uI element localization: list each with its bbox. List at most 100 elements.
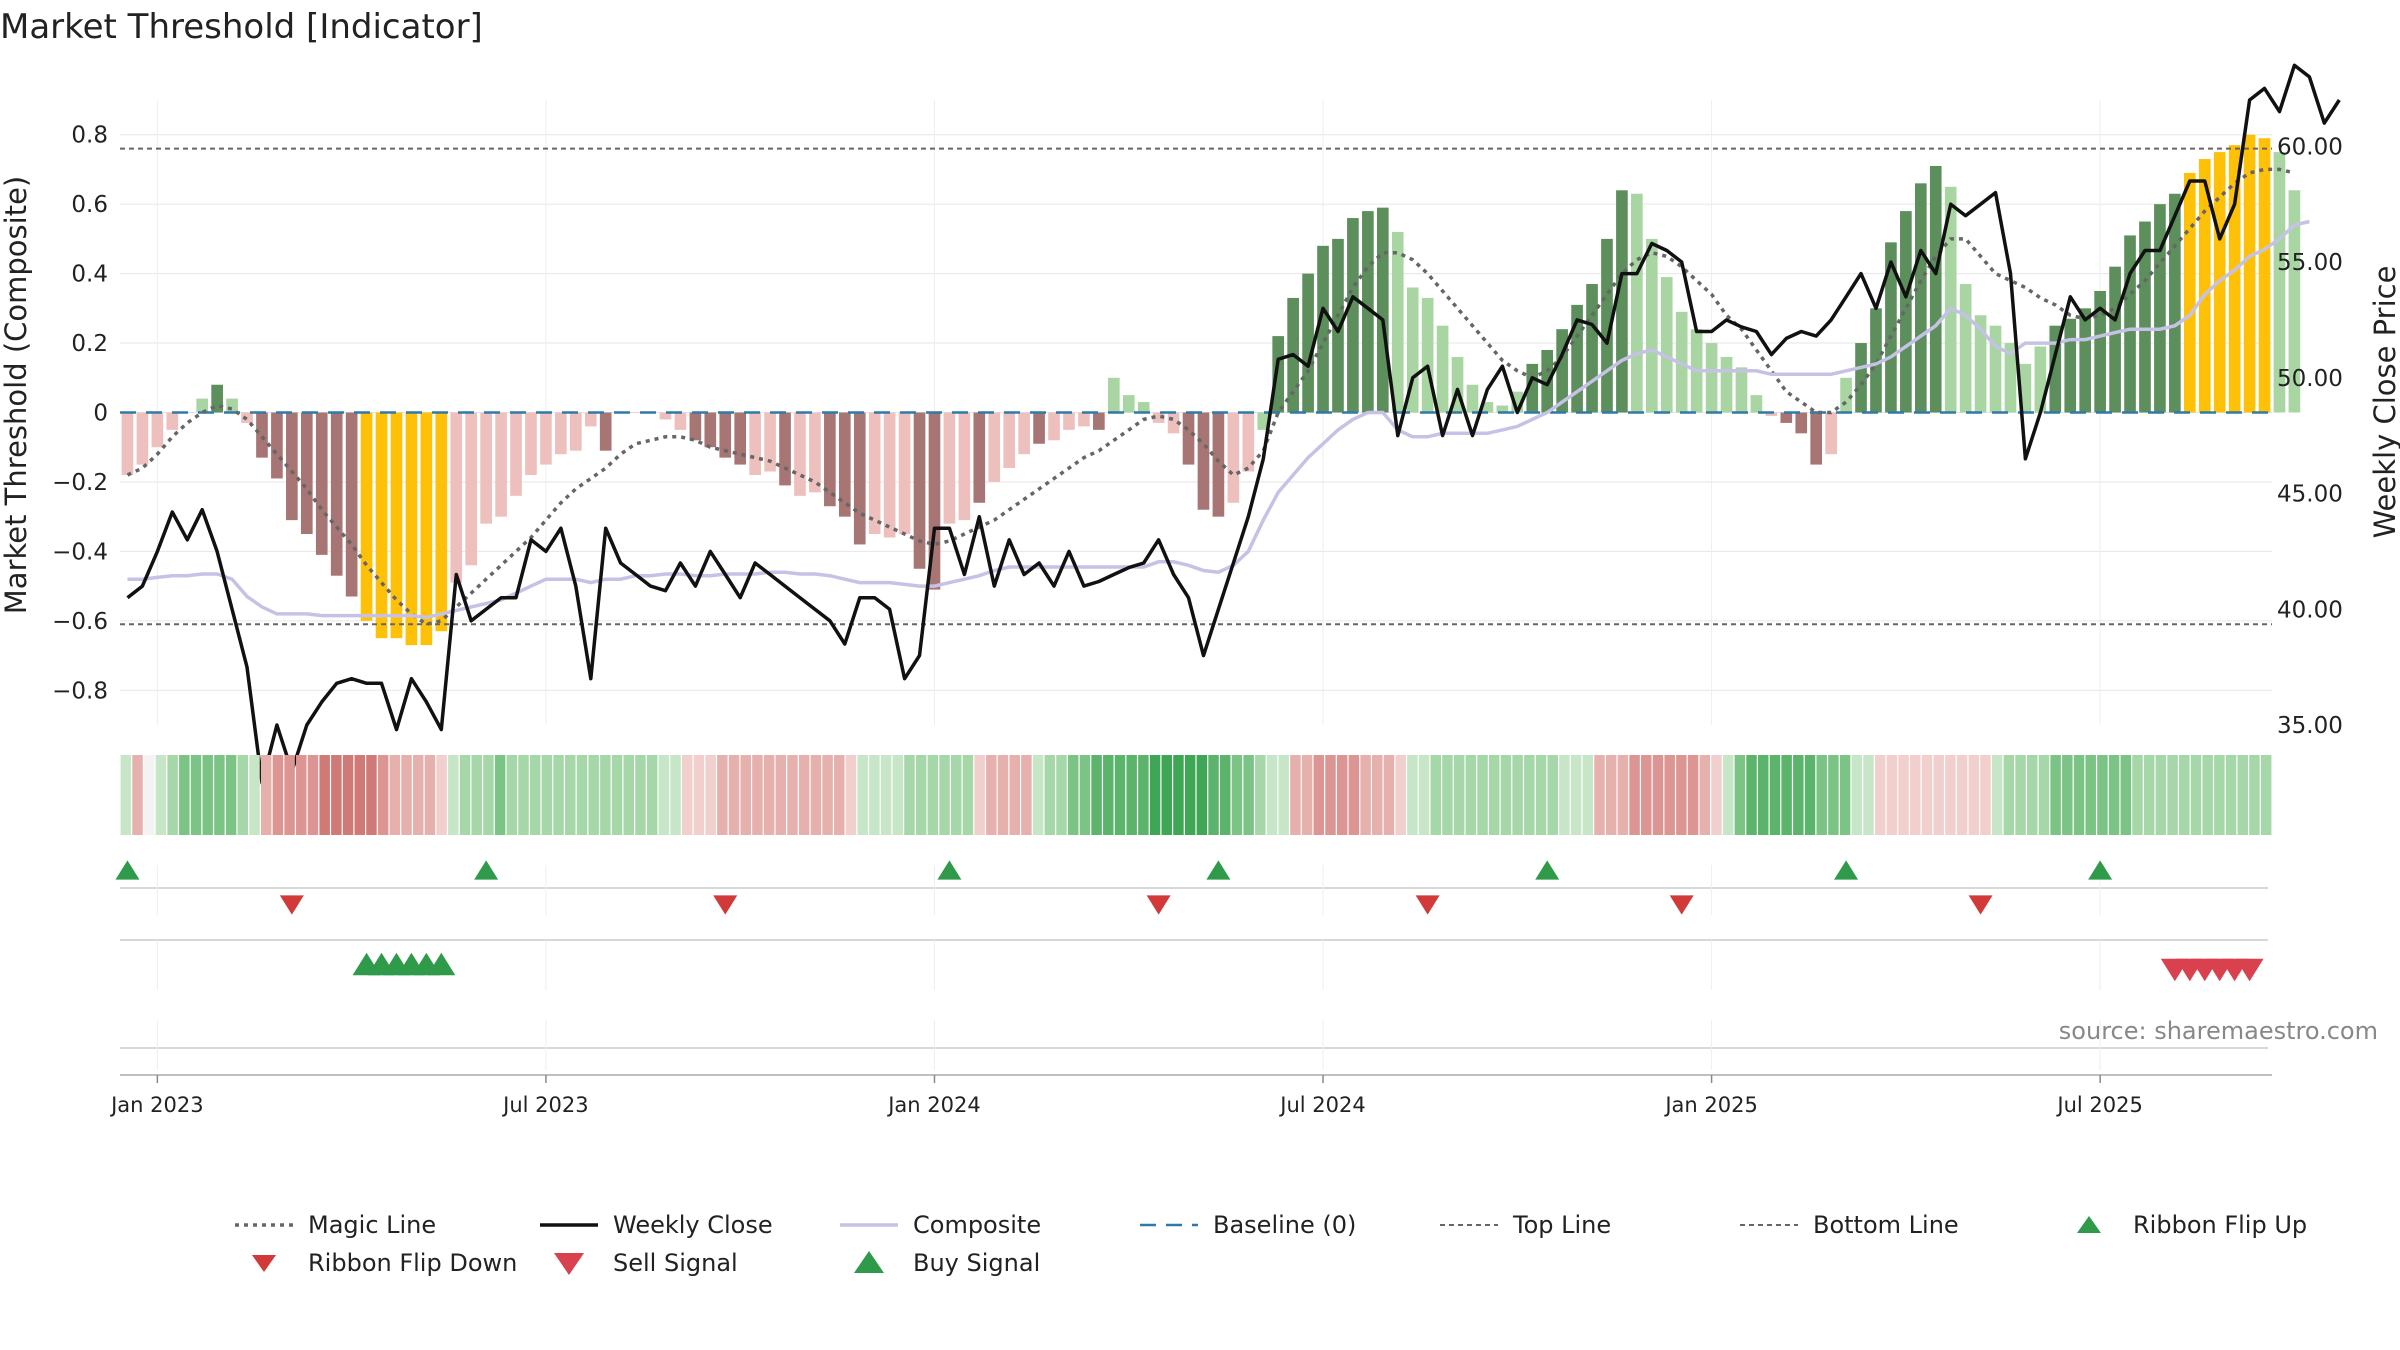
composite-bar bbox=[1078, 412, 1090, 427]
composite-bar bbox=[1929, 165, 1942, 413]
composite-bar bbox=[315, 412, 328, 555]
composite-bar bbox=[1302, 273, 1314, 413]
y-tick-label-left: 0.8 bbox=[71, 123, 108, 149]
ribbon-cell bbox=[2155, 755, 2167, 835]
composite-bar bbox=[375, 412, 388, 639]
composite-bar bbox=[450, 412, 463, 583]
composite-bar bbox=[868, 412, 881, 535]
y-tick-label-right: 45.00 bbox=[2277, 482, 2343, 508]
ribbon-cell bbox=[471, 755, 482, 835]
ribbon-cell bbox=[1559, 755, 1570, 835]
legend-item: Weekly Close bbox=[540, 1211, 773, 1239]
composite-bar bbox=[1227, 412, 1240, 503]
legend-item: Top Line bbox=[1440, 1211, 1611, 1239]
ribbon-cell bbox=[155, 755, 167, 835]
composite-bar bbox=[809, 412, 821, 493]
composite-bar bbox=[330, 412, 343, 576]
ribbon-cell bbox=[529, 755, 541, 835]
ribbon-cell bbox=[1769, 755, 1781, 835]
y-tick-label-left: −0.6 bbox=[52, 609, 108, 635]
ribbon-flip-down-marker bbox=[1968, 895, 1993, 915]
ribbon-cell bbox=[576, 755, 588, 835]
ribbon-cell bbox=[1722, 755, 1734, 835]
ribbon-cell bbox=[1699, 755, 1711, 835]
composite-bar bbox=[689, 412, 702, 441]
composite-bar bbox=[1107, 377, 1120, 413]
ribbon-cell bbox=[1512, 755, 1523, 835]
ribbon-cell bbox=[389, 755, 401, 835]
y-axis-label-left: Market Threshold (Composite) bbox=[0, 176, 33, 614]
legend-label: Baseline (0) bbox=[1213, 1211, 1356, 1239]
composite-bar bbox=[151, 412, 164, 448]
ribbon-cell bbox=[646, 755, 658, 835]
ribbon-cell bbox=[611, 755, 623, 835]
composite-bar bbox=[749, 412, 761, 475]
composite-bar bbox=[121, 412, 134, 475]
ribbon-cell bbox=[810, 755, 822, 835]
composite-bar bbox=[928, 412, 941, 590]
ribbon-cell bbox=[1968, 755, 1980, 835]
ribbon-cell bbox=[2038, 755, 2050, 835]
x-tick-label: Jul 2025 bbox=[2055, 1093, 2142, 1117]
ribbon-cell bbox=[1863, 755, 1874, 835]
ribbon-cell bbox=[506, 755, 518, 835]
ribbon-cell bbox=[459, 755, 471, 835]
ribbon-cell bbox=[775, 755, 787, 835]
ribbon-cell bbox=[2260, 755, 2272, 835]
ribbon-cell bbox=[845, 755, 857, 835]
ribbon-cell bbox=[763, 755, 775, 835]
composite-bar bbox=[2258, 138, 2271, 413]
composite-bar bbox=[435, 412, 448, 632]
composite-bar bbox=[913, 412, 926, 569]
ribbon-cell bbox=[1091, 755, 1102, 835]
composite-bar bbox=[360, 412, 373, 621]
ribbon-cell bbox=[857, 755, 868, 835]
composite-bar bbox=[1242, 412, 1255, 472]
ribbon-cell bbox=[1687, 755, 1699, 835]
ribbon-flip-up-marker bbox=[937, 860, 962, 880]
ribbon-cell bbox=[2108, 755, 2120, 835]
legend-label: Magic Line bbox=[308, 1211, 436, 1239]
ribbon-cell bbox=[1945, 755, 1956, 835]
composite-bar bbox=[226, 398, 238, 413]
composite-bar bbox=[659, 412, 672, 420]
composite-bar bbox=[1048, 412, 1060, 441]
ribbon-cell bbox=[541, 755, 553, 835]
ribbon-cell bbox=[2225, 755, 2237, 835]
ribbon-cell bbox=[1465, 755, 1477, 835]
ribbon-cell bbox=[1056, 755, 1067, 835]
ribbon-cell bbox=[179, 755, 190, 835]
ribbon-cell bbox=[1664, 755, 1675, 835]
ribbon-cell bbox=[1278, 755, 1289, 835]
ribbon-cell bbox=[2132, 755, 2143, 835]
lines bbox=[120, 63, 2341, 785]
ribbon-flip-up-marker bbox=[115, 860, 140, 880]
composite-bar bbox=[674, 412, 687, 430]
ribbon-cell bbox=[1161, 755, 1173, 835]
ribbon-cell bbox=[1360, 755, 1371, 835]
ribbon-cell bbox=[483, 755, 494, 835]
ribbon-cell bbox=[693, 755, 705, 835]
ribbon-cell bbox=[1208, 755, 1219, 835]
ribbon-cell bbox=[1488, 755, 1500, 835]
ribbon-cell bbox=[927, 755, 939, 835]
composite-bar bbox=[2273, 152, 2286, 413]
composite-bar bbox=[1182, 412, 1195, 465]
sell-signal-marker bbox=[2235, 958, 2264, 982]
ribbon-cell bbox=[307, 755, 319, 835]
x-tick-label: Jul 2023 bbox=[501, 1093, 588, 1117]
ribbon-cell bbox=[1547, 755, 1558, 835]
composite-bar bbox=[1197, 412, 1210, 510]
composite-bar bbox=[2139, 221, 2151, 413]
legend-label: Composite bbox=[913, 1211, 1041, 1239]
y-tick-label-right: 40.00 bbox=[2277, 597, 2343, 623]
composite-bar bbox=[1436, 325, 1449, 413]
composite-bar bbox=[1257, 412, 1270, 430]
ribbon-cell bbox=[904, 755, 915, 835]
composite-bar bbox=[1855, 343, 1867, 413]
ribbon-cell bbox=[1617, 755, 1629, 835]
composite-bar bbox=[540, 412, 552, 465]
ribbon-cell bbox=[1032, 755, 1044, 835]
ribbon-cell bbox=[1149, 755, 1161, 835]
ribbon-cell bbox=[2085, 755, 2096, 835]
